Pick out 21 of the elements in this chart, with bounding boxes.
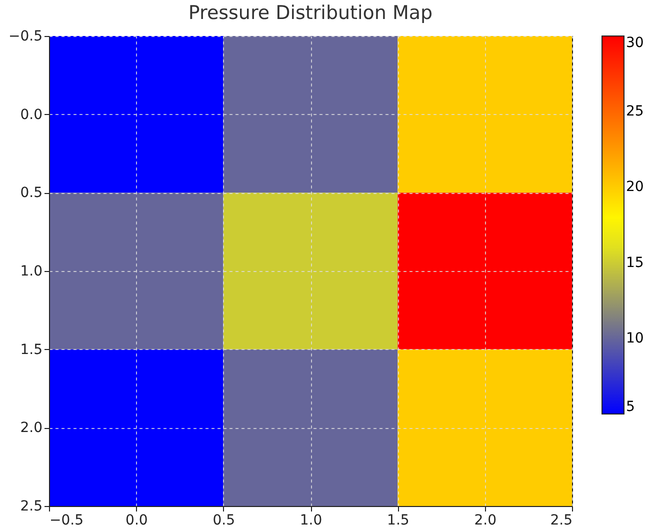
y-tick-label: −0.5 xyxy=(8,28,42,44)
color-bar-label: 30 xyxy=(626,35,644,51)
y-tick-label: 0.0 xyxy=(20,106,42,123)
x-tick-label: 1.0 xyxy=(300,512,322,528)
color-bar-label: 20 xyxy=(626,179,644,196)
color-bar-label: 15 xyxy=(626,254,644,271)
y-tick-label: 0.5 xyxy=(20,185,42,202)
color-bar-label: 5 xyxy=(626,399,635,415)
y-tick-label: 1.5 xyxy=(20,342,42,358)
x-tick-label: 0.0 xyxy=(126,512,148,528)
x-tick-label: 2.5 xyxy=(550,512,572,528)
color-bar-label: 10 xyxy=(626,330,644,346)
y-tick-label: 1.0 xyxy=(20,264,42,280)
x-tick-label: 1.5 xyxy=(387,512,410,528)
x-tick-label: 0.5 xyxy=(212,512,235,528)
x-tick-label: 2.0 xyxy=(474,512,496,528)
chart-title: Pressure Distribution Map xyxy=(188,2,433,24)
color-bar-label: 25 xyxy=(626,104,644,120)
x-tick-label: −0.5 xyxy=(50,512,84,528)
y-tick-label: 2.5 xyxy=(20,498,42,514)
y-tick-label: 2.0 xyxy=(20,420,42,436)
